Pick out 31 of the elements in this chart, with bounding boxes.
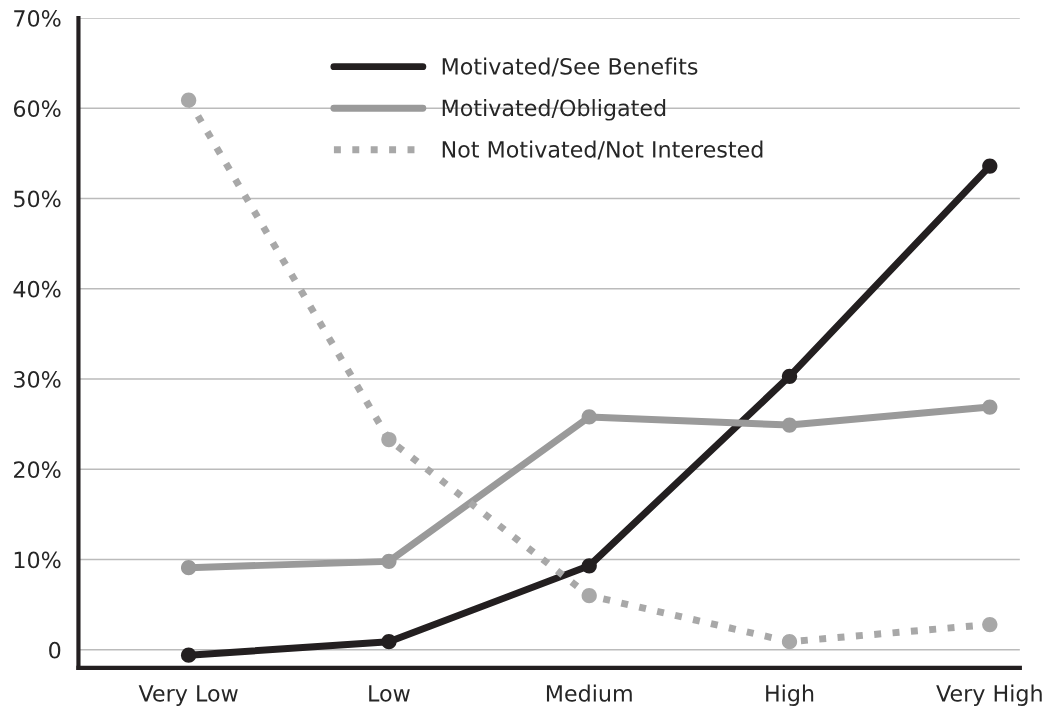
y-tick-label: 70% bbox=[14, 10, 61, 27]
y-tick-label: 50% bbox=[14, 190, 61, 208]
y-tick-label: 30% bbox=[14, 371, 61, 388]
y-tick-label: 10% bbox=[14, 551, 61, 569]
x-tick-label: Very Low bbox=[138, 685, 238, 707]
point bbox=[180, 647, 197, 663]
point bbox=[581, 409, 597, 425]
y-tick-label: 20% bbox=[14, 461, 61, 479]
point bbox=[381, 431, 397, 448]
x-tick-label: Very High bbox=[936, 684, 1042, 707]
x-tick-label: Medium bbox=[546, 684, 632, 702]
y-tick-label: 60% bbox=[13, 100, 61, 118]
point bbox=[381, 553, 397, 569]
x-tick-label: High bbox=[766, 684, 814, 707]
point bbox=[781, 417, 798, 433]
y-tick-label: 0 bbox=[49, 641, 61, 659]
point bbox=[982, 399, 998, 415]
point bbox=[982, 158, 998, 174]
x-tick-label: Low bbox=[369, 685, 410, 702]
legend-label: Motivated/Obligated bbox=[442, 99, 666, 121]
point bbox=[180, 560, 197, 576]
point bbox=[381, 634, 397, 650]
point bbox=[781, 634, 798, 650]
point bbox=[180, 92, 197, 108]
legend-label: Not Motivated/Not Interested bbox=[442, 140, 763, 160]
point bbox=[982, 616, 998, 633]
point bbox=[581, 588, 597, 604]
point bbox=[581, 558, 597, 574]
point bbox=[781, 368, 798, 384]
y-tick-label: 40% bbox=[13, 280, 61, 298]
legend-label: Motivated/See Benefits bbox=[442, 57, 698, 77]
